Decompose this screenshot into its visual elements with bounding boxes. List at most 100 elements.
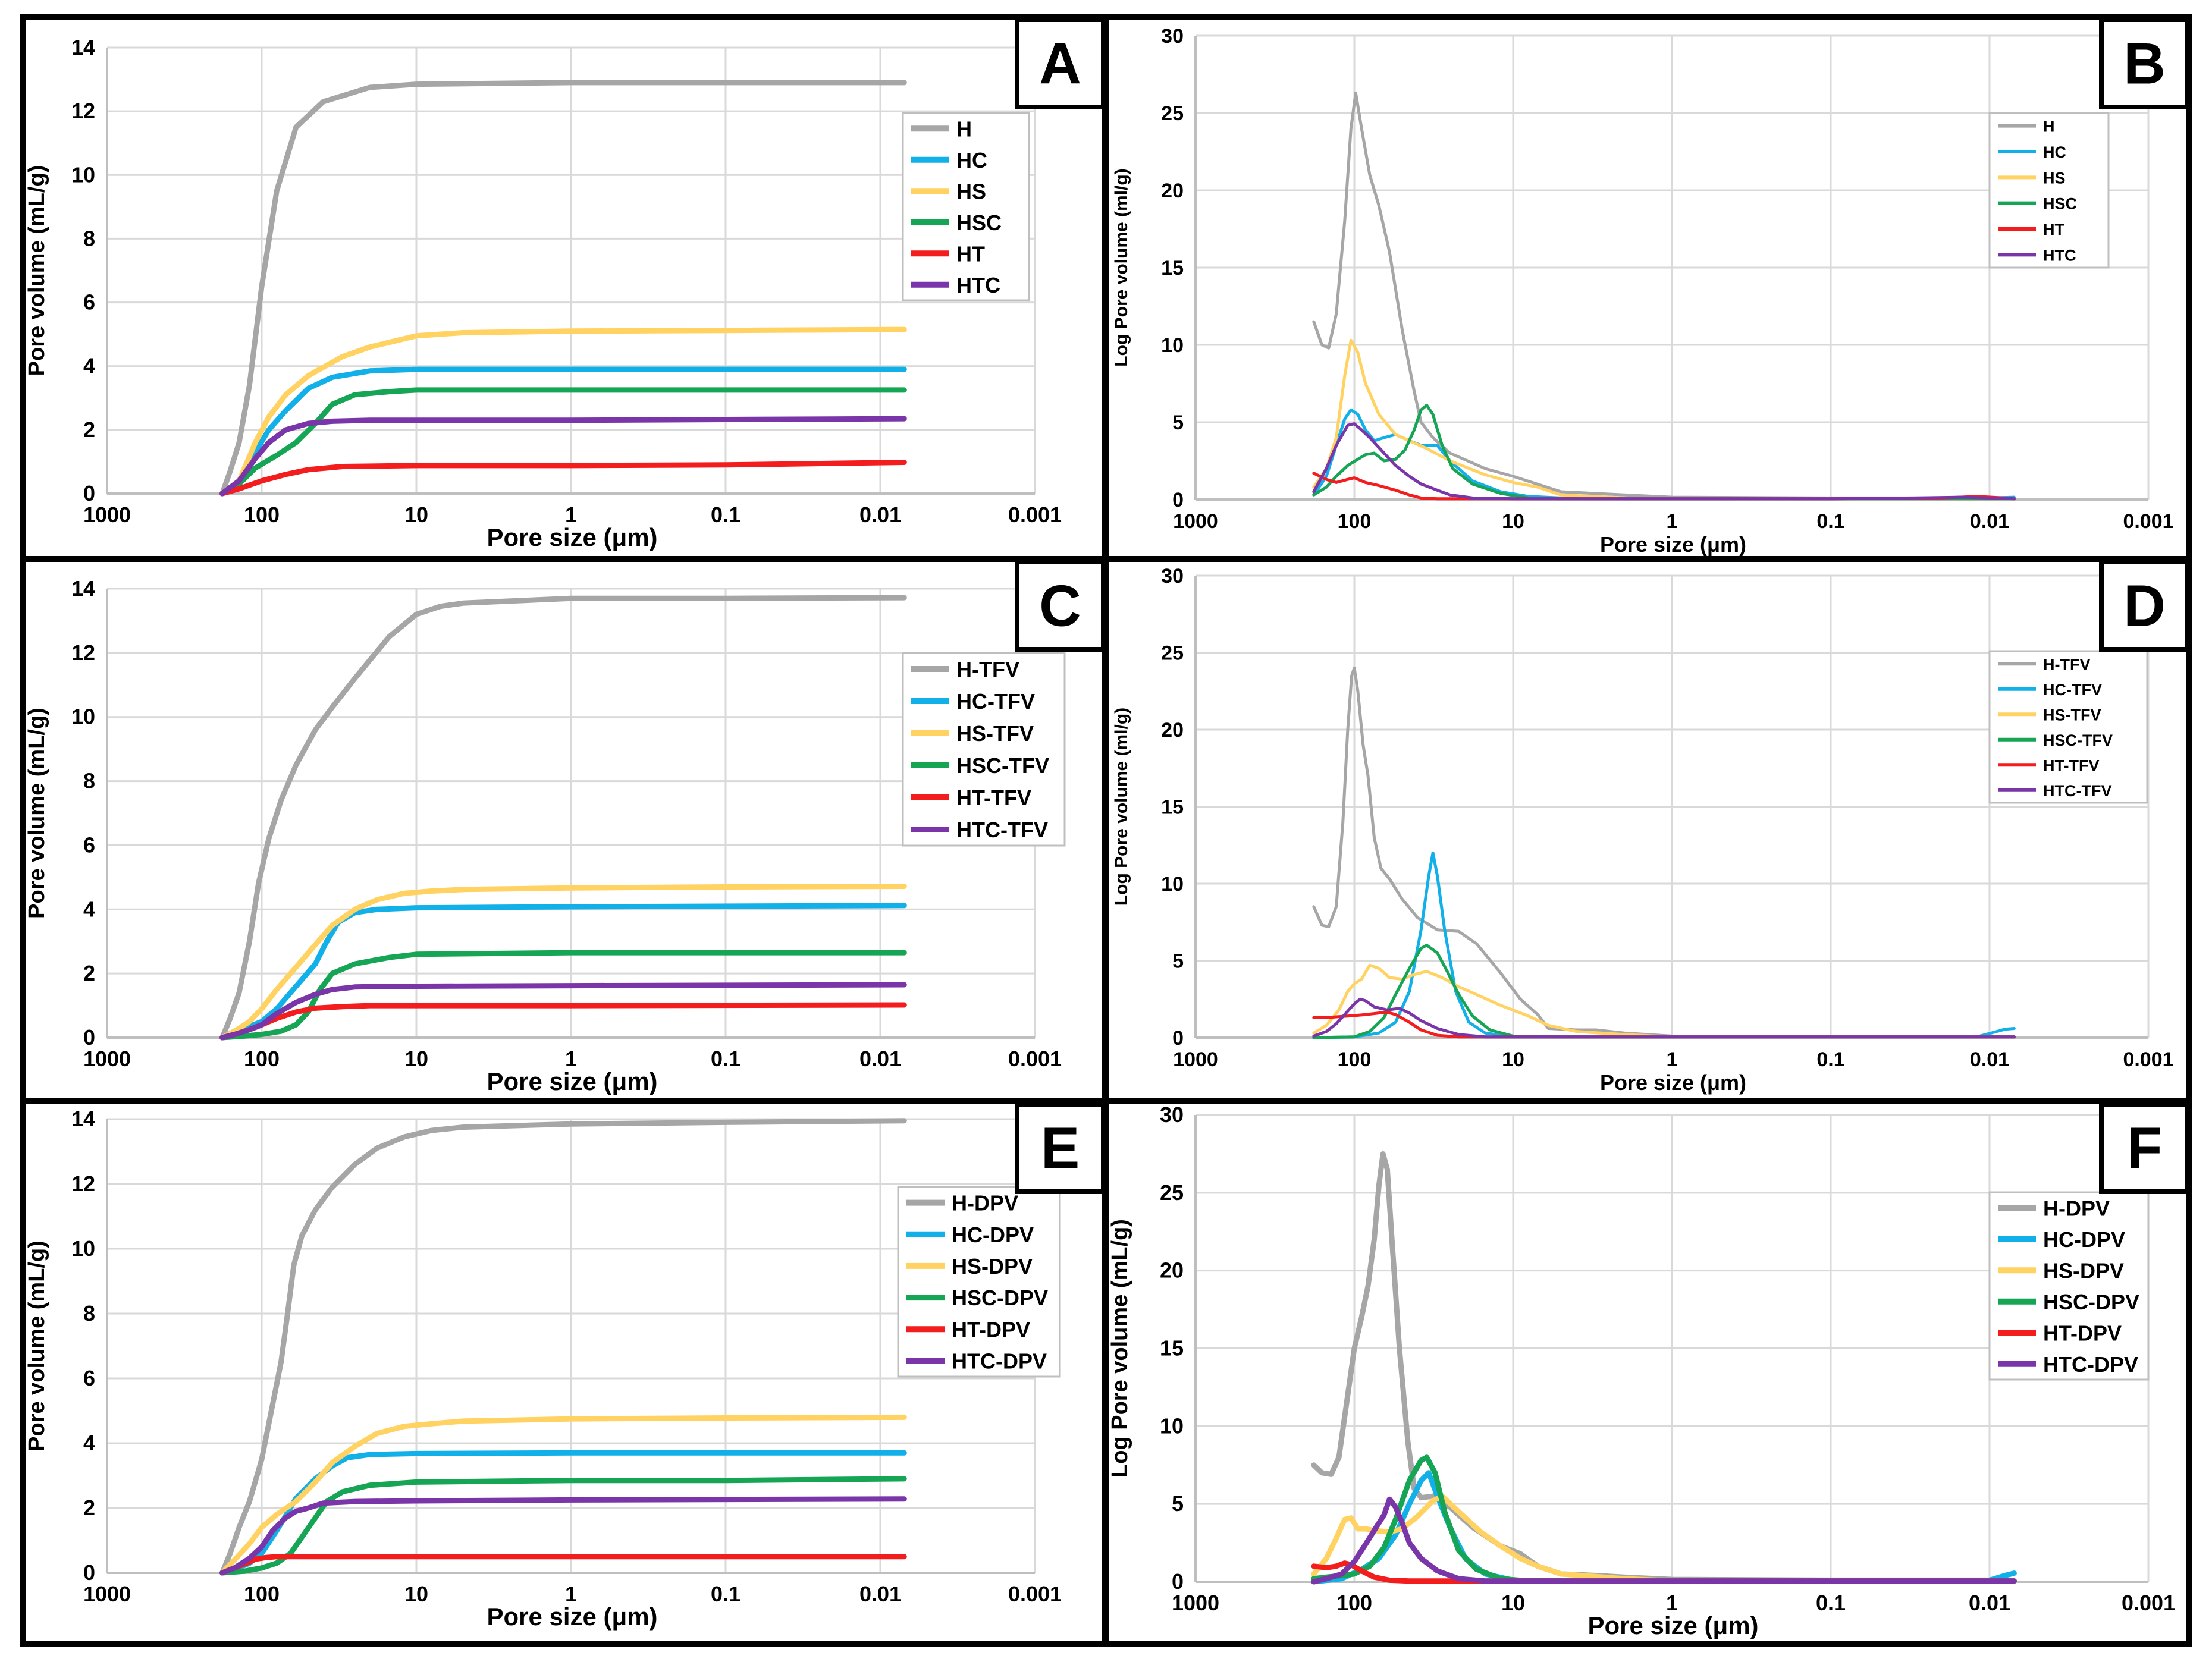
legend-label: HSC-DPV (952, 1286, 1048, 1310)
y-tick-label: 12 (71, 99, 95, 123)
legend-label: HS-TFV (2043, 706, 2101, 724)
y-tick-label: 2 (83, 961, 95, 985)
x-axis-title: Pore size (μm) (487, 1067, 657, 1095)
y-tick-label: 0 (1172, 1027, 1184, 1050)
legend-label: HSC (956, 211, 1002, 235)
panel-c: 1000 100 10 1 0.1 0.01 0.001 0 2 4 6 8 10 12 14 Pore si… (20, 556, 1108, 1104)
x-tick-label: 10 (1502, 510, 1524, 533)
series-lines (1312, 666, 2016, 1039)
x-tick-label: 0.01 (1970, 1048, 2009, 1071)
legend-label: H-DPV (952, 1191, 1018, 1215)
legend-label: HC (2043, 143, 2066, 161)
panel-label-box (2099, 560, 2190, 652)
x-tick-label: 0.1 (1816, 1591, 1846, 1615)
x-tick-label: 1 (1667, 1048, 1678, 1071)
y-tick-label: 25 (1161, 102, 1184, 125)
legend: H-TFV HC-TFV HS-TFV HSC-TFV HT-TFV HTC-TFV (902, 652, 1066, 847)
y-tick-label: 20 (1161, 719, 1184, 742)
x-tick-label: 1000 (1172, 1591, 1219, 1615)
panel-label-box (2099, 1102, 2190, 1194)
series-line-hsc (1312, 403, 2016, 501)
x-tick-label: 0.1 (1816, 510, 1844, 533)
x-tick-label: 10 (1501, 1591, 1525, 1615)
y-tick-label: 0 (83, 1025, 95, 1050)
y-tick-label: 0 (83, 1560, 95, 1585)
y-tick-label: 2 (83, 1496, 95, 1520)
y-tick-label: 20 (1160, 1258, 1184, 1283)
series-line-h (219, 80, 907, 497)
legend-label: HSC (2043, 195, 2077, 213)
y-tick-label: 6 (83, 290, 95, 315)
x-tick-label: 0.01 (859, 502, 901, 527)
legend-label: HT (2043, 221, 2064, 238)
x-tick-label: 1 (1666, 1591, 1678, 1615)
x-tick-label: 0.01 (859, 1047, 901, 1071)
legend-box (902, 652, 1066, 847)
x-tick-label: 0.1 (711, 1582, 741, 1606)
legend-box (1988, 650, 2148, 804)
y-tick-label: 4 (83, 1431, 95, 1455)
x-tick-label: 0.01 (1969, 1591, 2010, 1615)
y-tick-label: 15 (1161, 796, 1184, 819)
x-tick-label: 1000 (83, 502, 131, 527)
legend-label: HTC-TFV (2043, 782, 2111, 800)
legend-label: HS-DPV (2043, 1258, 2124, 1283)
series-lines (219, 80, 907, 497)
panel-frame (1103, 14, 2192, 562)
x-tick-label: 0.1 (1816, 1048, 1844, 1071)
x-tick-label: 100 (1338, 1048, 1372, 1071)
y-tick-label: 0 (83, 481, 95, 505)
panel-label: D (2123, 573, 2166, 639)
y-tick-label: 10 (71, 705, 95, 729)
series-line-hs-dpv (1311, 1493, 2017, 1584)
y-axis-title: Pore volume (mL/g) (24, 1240, 49, 1452)
y-tick-label: 2 (83, 417, 95, 442)
y-tick-label: 10 (71, 162, 95, 187)
series-line-hsc-tfv (219, 950, 907, 1041)
panel-d: 1000 100 10 1 0.1 0.01 0.001 0 5 10 15 20 25 30 Pore s… (1103, 556, 2192, 1104)
y-tick-label: 10 (71, 1236, 95, 1261)
gridlines (1196, 574, 2150, 1038)
x-tick-label: 0.1 (711, 502, 741, 527)
series-line-h-tfv (219, 595, 907, 1041)
y-tick-label: 10 (1160, 1413, 1184, 1438)
series-line-h-tfv (1312, 666, 2007, 1039)
series-line-ht (219, 460, 907, 497)
series-line-htc (219, 416, 907, 497)
x-tick-label: 10 (404, 1582, 428, 1606)
x-axis-title: Pore size (μm) (1600, 1070, 1746, 1095)
y-tick-label: 6 (83, 1366, 95, 1390)
legend-label: HC (956, 148, 987, 172)
y-tick-label: 5 (1172, 950, 1184, 973)
panel-label: E (1041, 1116, 1080, 1181)
panel-label: B (2123, 31, 2166, 96)
x-tick-label: 0.001 (2122, 1591, 2175, 1615)
gridlines (107, 588, 1036, 1038)
panel-label-box (1015, 560, 1106, 652)
y-axis-title: Log Pore volume (ml/g) (1112, 168, 1131, 366)
panel-e: 1000 100 10 1 0.1 0.01 0.001 0 2 4 6 8 10 12 14 Pore si… (20, 1098, 1108, 1647)
panel-label: C (1039, 573, 1081, 639)
legend-box (902, 112, 1030, 301)
y-tick-label: 5 (1172, 1491, 1184, 1516)
legend-label: HSC-TFV (2043, 731, 2113, 749)
x-tick-label: 1000 (1173, 510, 1218, 533)
panel-label: A (1039, 31, 1081, 96)
y-tick-label: 12 (71, 640, 95, 665)
legend-label: HSC-TFV (956, 753, 1049, 778)
panel-label: F (2127, 1116, 2163, 1181)
y-tick-label: 20 (1161, 180, 1184, 202)
legend-box (1988, 1191, 2150, 1381)
legend-label: HT (956, 241, 985, 266)
y-tick-label: 4 (83, 897, 95, 921)
legend-label: H (956, 117, 972, 141)
series-line-h (1312, 91, 2016, 500)
series-line-h-dpv (219, 1118, 907, 1576)
series-line-hs-tfv (219, 884, 907, 1041)
panel-label-box (1015, 17, 1106, 109)
y-tick-label: 14 (71, 576, 95, 601)
legend: H-DPV HC-DPV HS-DPV HSC-DPV HT-DPV HTC-DPV (897, 1186, 1061, 1378)
y-tick-label: 15 (1160, 1336, 1184, 1361)
series-line-hs-dpv (219, 1414, 907, 1576)
